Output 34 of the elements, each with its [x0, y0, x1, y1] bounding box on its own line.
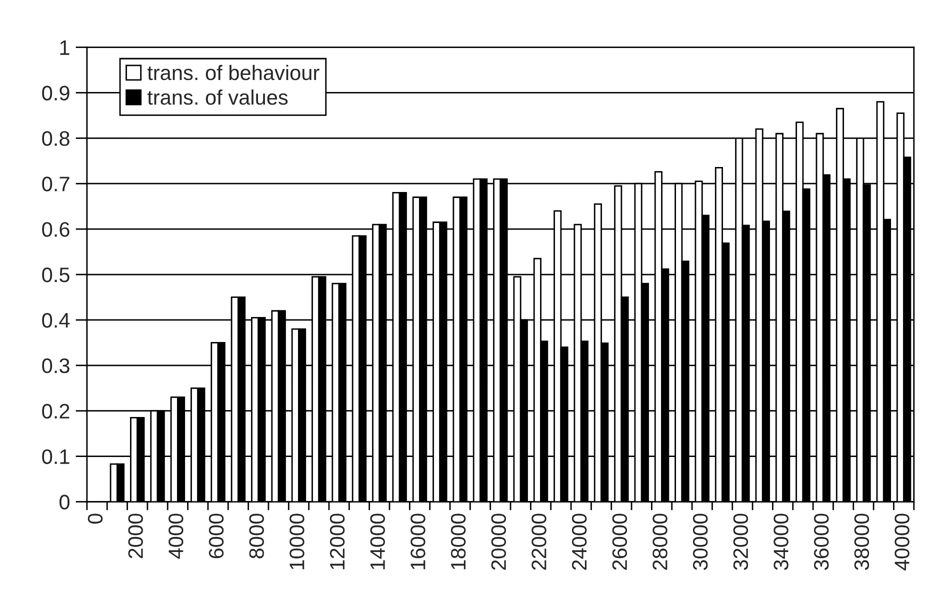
x-tick-label: 36000: [814, 514, 829, 570]
y-tick-label: 0.8: [42, 131, 70, 146]
x-tick-label: 8000: [249, 514, 264, 558]
y-tick-label: 0.6: [42, 222, 70, 237]
x-tick-label: 40000: [894, 514, 910, 570]
y-tick-label: 0.1: [42, 449, 70, 464]
x-tick-label: 20000: [491, 514, 506, 570]
y-tick-label: 1: [60, 40, 70, 55]
x-tick-label: 30000: [692, 514, 708, 570]
x-tick-label: 22000: [532, 514, 546, 570]
x-tick-label: 6000: [208, 514, 224, 558]
y-tick-label: 0.2: [42, 404, 70, 419]
x-tick-label: 38000: [854, 514, 870, 570]
x-tick-label: 32000: [733, 514, 748, 570]
x-tick-label: 34000: [774, 514, 788, 570]
x-tick-label: 18000: [450, 514, 466, 570]
legend-label: trans. of behaviour: [147, 64, 320, 80]
x-tick-label: 4000: [168, 514, 184, 559]
x-tick-label: 26000: [612, 514, 628, 570]
x-tick-label: 0: [88, 514, 103, 524]
y-tick-label: 0.4: [42, 312, 70, 328]
x-tick-label: 14000: [370, 514, 385, 570]
x-tick-label: 12000: [330, 514, 345, 570]
y-tick-label: 0.9: [42, 86, 70, 100]
x-tick-label: 24000: [572, 514, 587, 570]
y-tick-label: 0.5: [42, 268, 70, 282]
legend-label: trans. of values: [147, 90, 288, 105]
x-tick-label: 10000: [290, 514, 304, 570]
y-tick-label: 0.7: [42, 176, 70, 192]
y-tick-label: 0.3: [42, 358, 70, 374]
x-tick-label: 2000: [128, 514, 143, 558]
y-tick-label: 0: [60, 494, 70, 510]
x-tick-label: 16000: [410, 514, 426, 570]
x-tick-label: 28000: [652, 514, 668, 570]
